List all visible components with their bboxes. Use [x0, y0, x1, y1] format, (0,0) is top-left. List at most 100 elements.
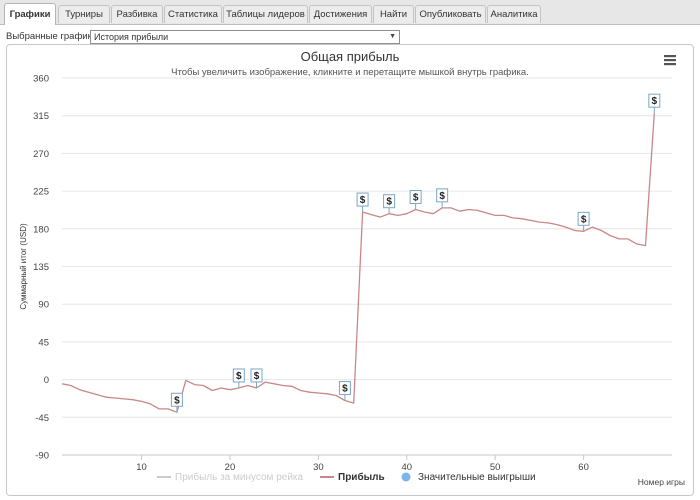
- profit-data-point[interactable]: [201, 383, 206, 388]
- y-tick-label: 270: [33, 149, 49, 160]
- y-tick-label: 90: [38, 300, 49, 311]
- flag-box[interactable]: [338, 381, 351, 396]
- profit-data-point[interactable]: [457, 209, 462, 214]
- profit-data-point[interactable]: [192, 382, 197, 387]
- flag-box[interactable]: [409, 190, 422, 205]
- profit-data-point[interactable]: [590, 225, 595, 230]
- chart-title: Общая прибыль: [301, 49, 400, 64]
- profit-data-point[interactable]: [493, 213, 498, 218]
- flag-box[interactable]: [250, 368, 263, 383]
- legend-item-label[interactable]: Прибыль: [338, 471, 385, 483]
- profit-data-point[interactable]: [395, 213, 400, 218]
- profit-data-point[interactable]: [130, 397, 135, 402]
- y-tick-label: 180: [33, 224, 49, 235]
- profit-data-point[interactable]: [227, 387, 232, 392]
- profit-data-point[interactable]: [272, 381, 277, 386]
- profit-data-point[interactable]: [502, 213, 507, 218]
- profit-data-point[interactable]: [608, 233, 613, 238]
- profit-data-point[interactable]: [466, 207, 471, 212]
- tab-6[interactable]: Достижения: [309, 5, 372, 23]
- profit-data-point[interactable]: [475, 208, 480, 213]
- profit-data-point[interactable]: [563, 225, 568, 230]
- profit-data-point[interactable]: [307, 390, 312, 395]
- profit-data-point[interactable]: [643, 243, 648, 248]
- profit-data-point[interactable]: [404, 211, 409, 216]
- profit-data-point[interactable]: [60, 381, 65, 386]
- x-tick-label: 40: [401, 462, 412, 473]
- profit-data-point[interactable]: [148, 401, 153, 406]
- profit-data-point[interactable]: [519, 216, 524, 221]
- profit-data-point[interactable]: [616, 236, 621, 241]
- profit-data-point[interactable]: [219, 385, 224, 390]
- tab-9[interactable]: Аналитика: [487, 5, 541, 23]
- profit-data-point[interactable]: [422, 210, 427, 215]
- profit-data-point[interactable]: [157, 406, 162, 411]
- profit-data-point[interactable]: [625, 236, 630, 241]
- profit-chart[interactable]: Общая прибыль Чтобы увеличить изображение…: [6, 44, 694, 496]
- profit-data-point[interactable]: [245, 383, 250, 388]
- flag-box[interactable]: [648, 93, 661, 108]
- profit-data-point[interactable]: [537, 220, 542, 225]
- profit-data-point[interactable]: [263, 380, 268, 385]
- profit-data-point[interactable]: [634, 241, 639, 246]
- tab-4[interactable]: Статистика: [164, 5, 222, 23]
- chart-selector-label: Выбранные графики:: [6, 31, 100, 42]
- profit-data-point[interactable]: [528, 218, 533, 223]
- tab-5[interactable]: Таблицы лидеров: [223, 5, 308, 23]
- profit-data-point[interactable]: [77, 387, 82, 392]
- profit-data-point[interactable]: [86, 390, 91, 395]
- flag-box[interactable]: [436, 188, 449, 203]
- profit-data-point[interactable]: [369, 212, 374, 217]
- profit-data-point[interactable]: [298, 388, 303, 393]
- profit-data-point[interactable]: [510, 215, 515, 220]
- profit-data-point[interactable]: [210, 388, 215, 393]
- legend-item-label[interactable]: Значительные выигрыши: [418, 472, 536, 483]
- chart-selector-dropdown[interactable]: История прибыли ▼: [90, 30, 400, 44]
- flag-box[interactable]: [170, 392, 183, 407]
- legend-symbol-significant-wins[interactable]: [401, 472, 411, 482]
- tab-8[interactable]: Опубликовать: [415, 5, 486, 23]
- profit-data-point[interactable]: [555, 222, 560, 227]
- profit-data-point[interactable]: [316, 391, 321, 396]
- profit-series-line[interactable]: [61, 113, 655, 413]
- profit-data-point[interactable]: [289, 384, 294, 389]
- profit-data-point[interactable]: [599, 228, 604, 233]
- profit-data-point[interactable]: [378, 215, 383, 220]
- profit-data-point[interactable]: [183, 378, 188, 383]
- profit-data-point[interactable]: [113, 396, 118, 401]
- tab-3[interactable]: Разбивка: [111, 5, 163, 23]
- dollar-flag-marker: $: [236, 371, 242, 382]
- profit-data-point[interactable]: [139, 399, 144, 404]
- profit-data-point[interactable]: [546, 220, 551, 225]
- hamburger-menu-icon[interactable]: [664, 55, 676, 66]
- profit-data-point[interactable]: [121, 396, 126, 401]
- flag-box[interactable]: [356, 192, 369, 207]
- profit-data-point[interactable]: [351, 401, 356, 406]
- flag-box[interactable]: [232, 368, 245, 383]
- flag-box[interactable]: [383, 194, 396, 209]
- profit-data-point[interactable]: [431, 211, 436, 216]
- y-tick-label: 315: [33, 111, 49, 122]
- chart-svg[interactable]: Общая прибыль Чтобы увеличить изображение…: [7, 45, 693, 495]
- profit-data-point[interactable]: [484, 210, 489, 215]
- tab-7[interactable]: Найти: [373, 5, 414, 23]
- profit-data-point[interactable]: [325, 391, 330, 396]
- profit-data-point[interactable]: [448, 205, 453, 210]
- profit-data-point[interactable]: [572, 228, 577, 233]
- legend-item-label[interactable]: Прибыль за минусом рейка: [175, 471, 304, 483]
- chart-selector-value: История прибыли: [94, 32, 169, 42]
- profit-data-point[interactable]: [281, 383, 286, 388]
- flag-box[interactable]: [577, 211, 590, 226]
- profit-data-point[interactable]: [334, 393, 339, 398]
- y-axis-title: Суммарный итог (USD): [19, 223, 28, 310]
- profit-data-point[interactable]: [104, 395, 109, 400]
- dollar-flag-marker: $: [652, 96, 658, 107]
- tab-1[interactable]: Графики: [4, 3, 56, 25]
- profit-data-point[interactable]: [166, 406, 171, 411]
- profit-data-point[interactable]: [68, 383, 73, 388]
- x-axis-title: Номер игры: [638, 477, 685, 487]
- tab-2[interactable]: Турниры: [58, 5, 110, 23]
- x-tick-label: 30: [313, 462, 324, 473]
- profit-data-point[interactable]: [95, 392, 100, 397]
- y-tick-label: 45: [38, 337, 49, 348]
